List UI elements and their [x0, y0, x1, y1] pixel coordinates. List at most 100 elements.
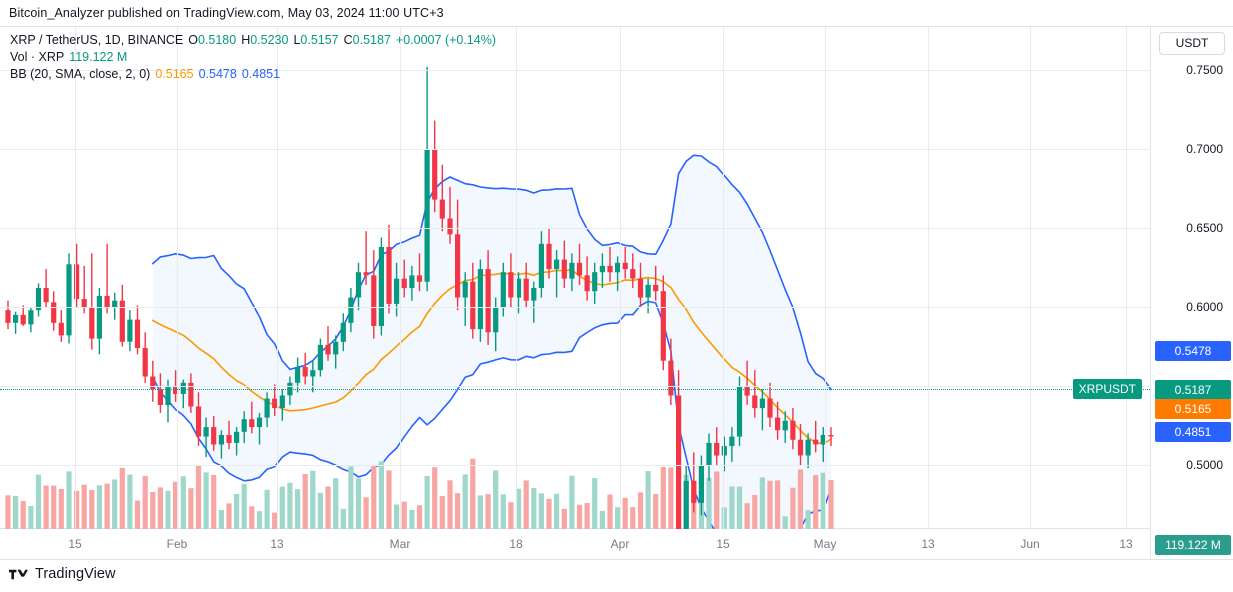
candle-body: [424, 149, 430, 282]
volume-bar: [592, 478, 598, 529]
candle-body: [683, 480, 689, 529]
bb-label: BB (20, SMA, close, 2, 0): [10, 67, 151, 81]
volume-bar: [333, 478, 339, 529]
candle-body: [622, 262, 628, 270]
candle-body: [81, 299, 87, 307]
legend-symbol: XRP / TetherUS, 1D, BINANCE: [10, 33, 184, 47]
volume-bar: [35, 474, 42, 529]
volume-bar: [165, 490, 171, 529]
volume-bar: [630, 507, 636, 529]
grid-line-vertical: [620, 27, 621, 529]
candle-wick: [830, 427, 832, 447]
candle-body: [43, 288, 49, 303]
volume-bar: [500, 494, 506, 529]
candle-wick: [251, 401, 253, 434]
candle-body: [569, 262, 575, 279]
price-axis-tick-label: 0.5000: [1186, 458, 1223, 472]
bb-lower-value: 0.4851: [241, 67, 281, 81]
candle-wick: [533, 281, 535, 323]
grid-line-vertical: [177, 27, 178, 529]
volume-bar: [790, 487, 796, 529]
candle-body: [256, 417, 263, 428]
candle-body: [150, 376, 156, 390]
candle-body: [180, 382, 186, 394]
candle-body: [470, 281, 476, 330]
candle-body: [96, 295, 102, 339]
volume-bar: [622, 497, 628, 529]
volume-bar: [439, 496, 445, 529]
legend-volume-row[interactable]: Vol · XRP 119.122 M: [10, 49, 496, 66]
candle-body: [317, 344, 323, 371]
volume-bar: [775, 480, 781, 529]
candle-body: [645, 284, 651, 298]
candle-body: [165, 386, 171, 405]
legend-bb-row[interactable]: BB (20, SMA, close, 2, 0) 0.5165 0.5478 0.4…: [10, 66, 496, 83]
volume-value: 119.122 M: [69, 50, 128, 64]
candle-body: [797, 439, 804, 456]
candle-wick: [754, 370, 756, 418]
candle-body: [714, 442, 720, 456]
candle-body: [13, 314, 19, 323]
price-axis-tick-label: 0.6500: [1186, 221, 1223, 235]
grid-line-vertical: [825, 27, 826, 529]
candle-body: [455, 234, 461, 298]
price-axis-tick-label: 0.7500: [1186, 63, 1223, 77]
candle-wick: [106, 243, 108, 314]
volume-bar: [150, 492, 156, 529]
bollinger-band-fill: [152, 155, 831, 529]
last-price-symbol-tag[interactable]: XRPUSDT: [1072, 379, 1142, 399]
volume-bar: [363, 497, 369, 529]
candle-body: [348, 297, 354, 323]
time-axis-tick-label: May: [813, 537, 837, 551]
volume-bar: [317, 492, 323, 529]
price-axis[interactable]: USDT 0.75000.70000.65000.60000.55000.500…: [1150, 27, 1233, 555]
volume-bar: [736, 486, 743, 529]
candle-wick: [418, 253, 421, 292]
volume-label: Vol · XRP: [10, 50, 65, 64]
volume-bar: [797, 469, 804, 529]
ohlc-low-label: L: [293, 33, 301, 47]
candle-body: [127, 319, 133, 342]
candle-body: [698, 465, 704, 503]
legend-symbol-row[interactable]: XRP / TetherUS, 1D, BINANCE O0.5180 H0.523…: [10, 32, 496, 49]
candle-body: [74, 264, 80, 300]
time-axis-tick-label: 13: [1119, 537, 1133, 551]
volume-bar: [302, 474, 308, 529]
volume-bar: [462, 474, 468, 529]
volume-bar: [584, 503, 590, 529]
volume-bar: [272, 512, 278, 529]
volume-bar: [5, 495, 11, 529]
candle-body: [134, 319, 141, 348]
candle-body: [58, 322, 64, 336]
volume-bar: [188, 488, 194, 529]
chart-pane[interactable]: XRPUSDT: [0, 27, 1150, 529]
candle-body: [637, 278, 644, 298]
volume-bar: [432, 467, 438, 529]
candle-body: [508, 272, 514, 298]
volume-bar: [234, 494, 240, 529]
grid-line-vertical: [1030, 27, 1031, 529]
ohlc-high-value: 0.5230: [250, 33, 289, 47]
candle-body: [157, 389, 163, 405]
volume-bar: [195, 465, 202, 529]
candle-body: [782, 420, 788, 431]
grid-line-horizontal: [0, 386, 1150, 387]
price-axis-badge: 0.5478: [1155, 341, 1231, 361]
candle-body: [89, 307, 95, 339]
candle-body: [302, 367, 308, 377]
grid-line-vertical: [75, 27, 76, 529]
candle-body: [234, 431, 240, 443]
time-axis-tick-label: 15: [68, 537, 82, 551]
grid-line-vertical: [277, 27, 278, 529]
volume-bar: [310, 470, 316, 529]
volume-bar: [546, 498, 552, 529]
volume-bar: [508, 502, 514, 529]
time-axis[interactable]: 15 Feb 13 Mar 18 Apr 15 May 13 Jun 13: [0, 529, 1233, 560]
candle-body: [211, 427, 217, 445]
currency-chip[interactable]: USDT: [1159, 32, 1225, 55]
price-axis-badge: 0.4851: [1155, 422, 1231, 442]
time-axis-tick-label: 15: [716, 537, 730, 551]
volume-bar: [820, 472, 826, 529]
time-axis-tick-label: 13: [921, 537, 935, 551]
